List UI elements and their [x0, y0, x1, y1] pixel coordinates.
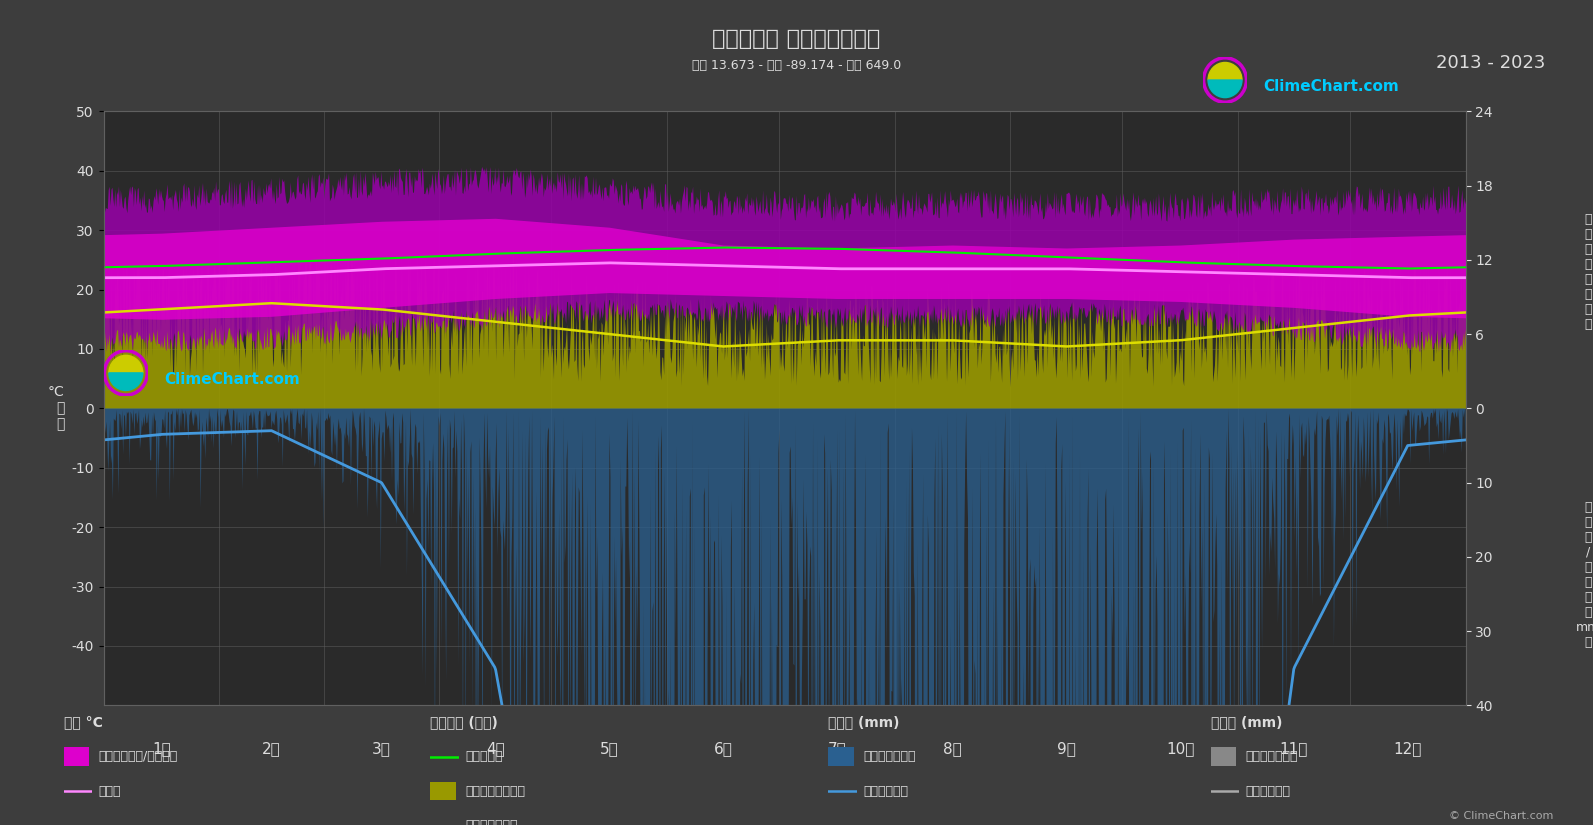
- Wedge shape: [108, 373, 143, 390]
- Text: 2月: 2月: [263, 741, 280, 756]
- Text: 日ごとの降雨量: 日ごとの降雨量: [863, 750, 916, 763]
- Text: 日照時間 (時間): 日照時間 (時間): [430, 715, 499, 728]
- Text: 12月: 12月: [1394, 741, 1423, 756]
- Text: 4月: 4月: [486, 741, 505, 756]
- Text: 日ごとの最小/最大範囲: 日ごとの最小/最大範囲: [99, 750, 178, 763]
- Wedge shape: [1207, 63, 1243, 80]
- Text: 月平均降雪量: 月平均降雪量: [1246, 785, 1290, 798]
- Text: ClimeChart.com: ClimeChart.com: [1263, 79, 1399, 94]
- Text: 1月: 1月: [151, 741, 170, 756]
- Text: 7月: 7月: [827, 741, 846, 756]
- Text: 降
雨
量
/
降
雪
量
（
mm
）: 降 雨 量 / 降 雪 量 （ mm ）: [1575, 501, 1593, 648]
- Text: ClimeChart.com: ClimeChart.com: [164, 372, 299, 387]
- Text: の気候変動 サンサルバドル: の気候変動 サンサルバドル: [712, 29, 881, 49]
- Text: 降雨量 (mm): 降雨量 (mm): [828, 715, 900, 728]
- Text: 8月: 8月: [943, 741, 962, 756]
- Text: 日ごとの降雪量: 日ごとの降雪量: [1246, 750, 1298, 763]
- Y-axis label: °C
温
度: °C 温 度: [48, 385, 64, 431]
- Text: 9月: 9月: [1056, 741, 1075, 756]
- Text: 月平均: 月平均: [99, 785, 121, 798]
- Text: 日
照
時
間
（
時
間
）: 日 照 時 間 （ 時 間 ）: [1585, 213, 1591, 331]
- Wedge shape: [108, 356, 143, 373]
- Text: © ClimeChart.com: © ClimeChart.com: [1448, 811, 1553, 821]
- Text: 日中の時間: 日中の時間: [465, 750, 503, 763]
- Text: 11月: 11月: [1279, 741, 1308, 756]
- Text: 緯度 13.673 - 経度 -89.174 - 標高 649.0: 緯度 13.673 - 経度 -89.174 - 標高 649.0: [691, 59, 902, 73]
- Text: 月平均降雨量: 月平均降雨量: [863, 785, 908, 798]
- Text: 日ごとの日照時間: 日ごとの日照時間: [465, 785, 526, 798]
- Wedge shape: [1207, 80, 1243, 97]
- Text: 月平均日照時間: 月平均日照時間: [465, 819, 518, 825]
- Text: 6月: 6月: [714, 741, 733, 756]
- Text: 2013 - 2023: 2013 - 2023: [1435, 54, 1545, 72]
- Text: 3月: 3月: [373, 741, 390, 756]
- Text: 降雪量 (mm): 降雪量 (mm): [1211, 715, 1282, 728]
- Text: 気温 °C: 気温 °C: [64, 715, 102, 728]
- Text: 10月: 10月: [1166, 741, 1195, 756]
- Text: 5月: 5月: [601, 741, 618, 756]
